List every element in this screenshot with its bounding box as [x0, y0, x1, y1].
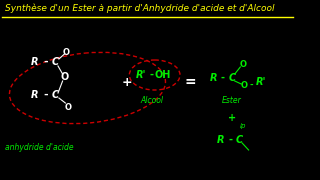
Text: -: - — [228, 135, 232, 145]
Text: ip: ip — [240, 123, 246, 129]
Text: Ester: Ester — [222, 96, 242, 105]
Text: anhydride d'acide: anhydride d'acide — [4, 143, 73, 152]
Text: R: R — [217, 135, 225, 145]
Text: C: C — [52, 57, 59, 67]
Text: O: O — [63, 48, 70, 57]
Text: OH: OH — [155, 70, 171, 80]
Text: O: O — [60, 72, 68, 82]
Text: O: O — [65, 102, 72, 111]
Text: C: C — [228, 73, 236, 83]
Text: Synthèse d'un Ester à partir d'Anhydride d'acide et d'Alcool: Synthèse d'un Ester à partir d'Anhydride… — [4, 3, 274, 13]
Text: =: = — [185, 75, 196, 89]
Text: R': R' — [136, 70, 146, 80]
Text: +: + — [228, 113, 236, 123]
Text: -: - — [44, 57, 48, 67]
Text: Alcool: Alcool — [140, 96, 164, 105]
Text: O: O — [240, 60, 247, 69]
Text: -: - — [150, 70, 154, 80]
Text: -: - — [44, 90, 48, 100]
Text: R: R — [31, 57, 39, 67]
Text: R': R' — [255, 77, 266, 87]
Text: C: C — [236, 135, 243, 145]
Text: +: + — [122, 75, 132, 89]
Text: O: O — [241, 80, 247, 89]
Text: -: - — [221, 73, 225, 83]
Text: R: R — [210, 73, 217, 83]
Text: -: - — [250, 80, 253, 89]
Text: C: C — [52, 90, 59, 100]
Text: R: R — [31, 90, 39, 100]
